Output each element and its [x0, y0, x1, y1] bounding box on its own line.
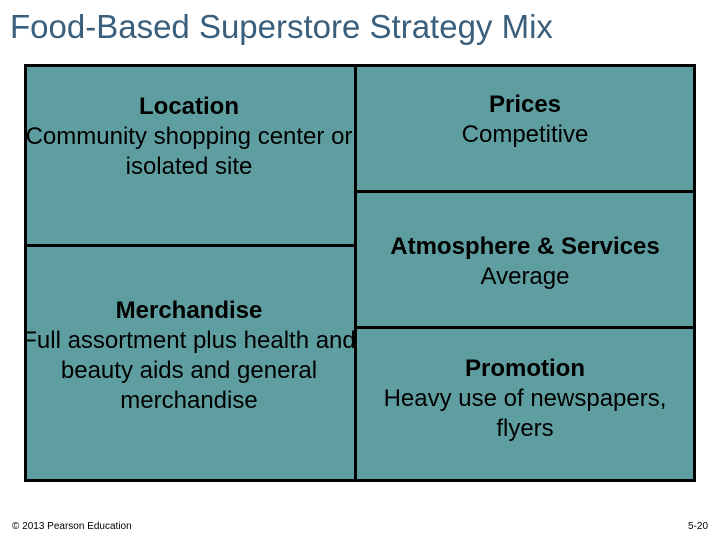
cell-prices: Prices Competitive: [354, 90, 696, 150]
promotion-header: Promotion: [354, 354, 696, 384]
atmosphere-body: Average: [354, 262, 696, 292]
prices-body: Competitive: [354, 120, 696, 150]
atmosphere-header: Atmosphere & Services: [354, 232, 696, 262]
left-horizontal-divider: [24, 244, 354, 247]
slide-footer: © 2013 Pearson Education 5-20: [12, 521, 708, 532]
location-header: Location: [24, 92, 354, 122]
cell-promotion: Promotion Heavy use of newspapers, flyer…: [354, 354, 696, 444]
merchandise-header: Merchandise: [10, 296, 368, 326]
slide-title: Food-Based Superstore Strategy Mix: [0, 0, 720, 60]
right-horizontal-divider-1: [354, 190, 696, 193]
copyright-text: © 2013 Pearson Education: [12, 521, 132, 532]
cell-atmosphere: Atmosphere & Services Average: [354, 232, 696, 292]
location-body: Community shopping center or isolated si…: [24, 122, 354, 182]
page-number: 5-20: [688, 521, 708, 532]
right-horizontal-divider-2: [354, 326, 696, 329]
vertical-divider: [354, 64, 357, 482]
cell-merchandise: Merchandise Full assortment plus health …: [10, 296, 368, 416]
strategy-grid: Location Community shopping center or is…: [24, 64, 696, 482]
prices-header: Prices: [354, 90, 696, 120]
cell-location: Location Community shopping center or is…: [24, 92, 354, 182]
merchandise-body: Full assortment plus health and beauty a…: [10, 326, 368, 416]
promotion-body: Heavy use of newspapers, flyers: [354, 384, 696, 444]
